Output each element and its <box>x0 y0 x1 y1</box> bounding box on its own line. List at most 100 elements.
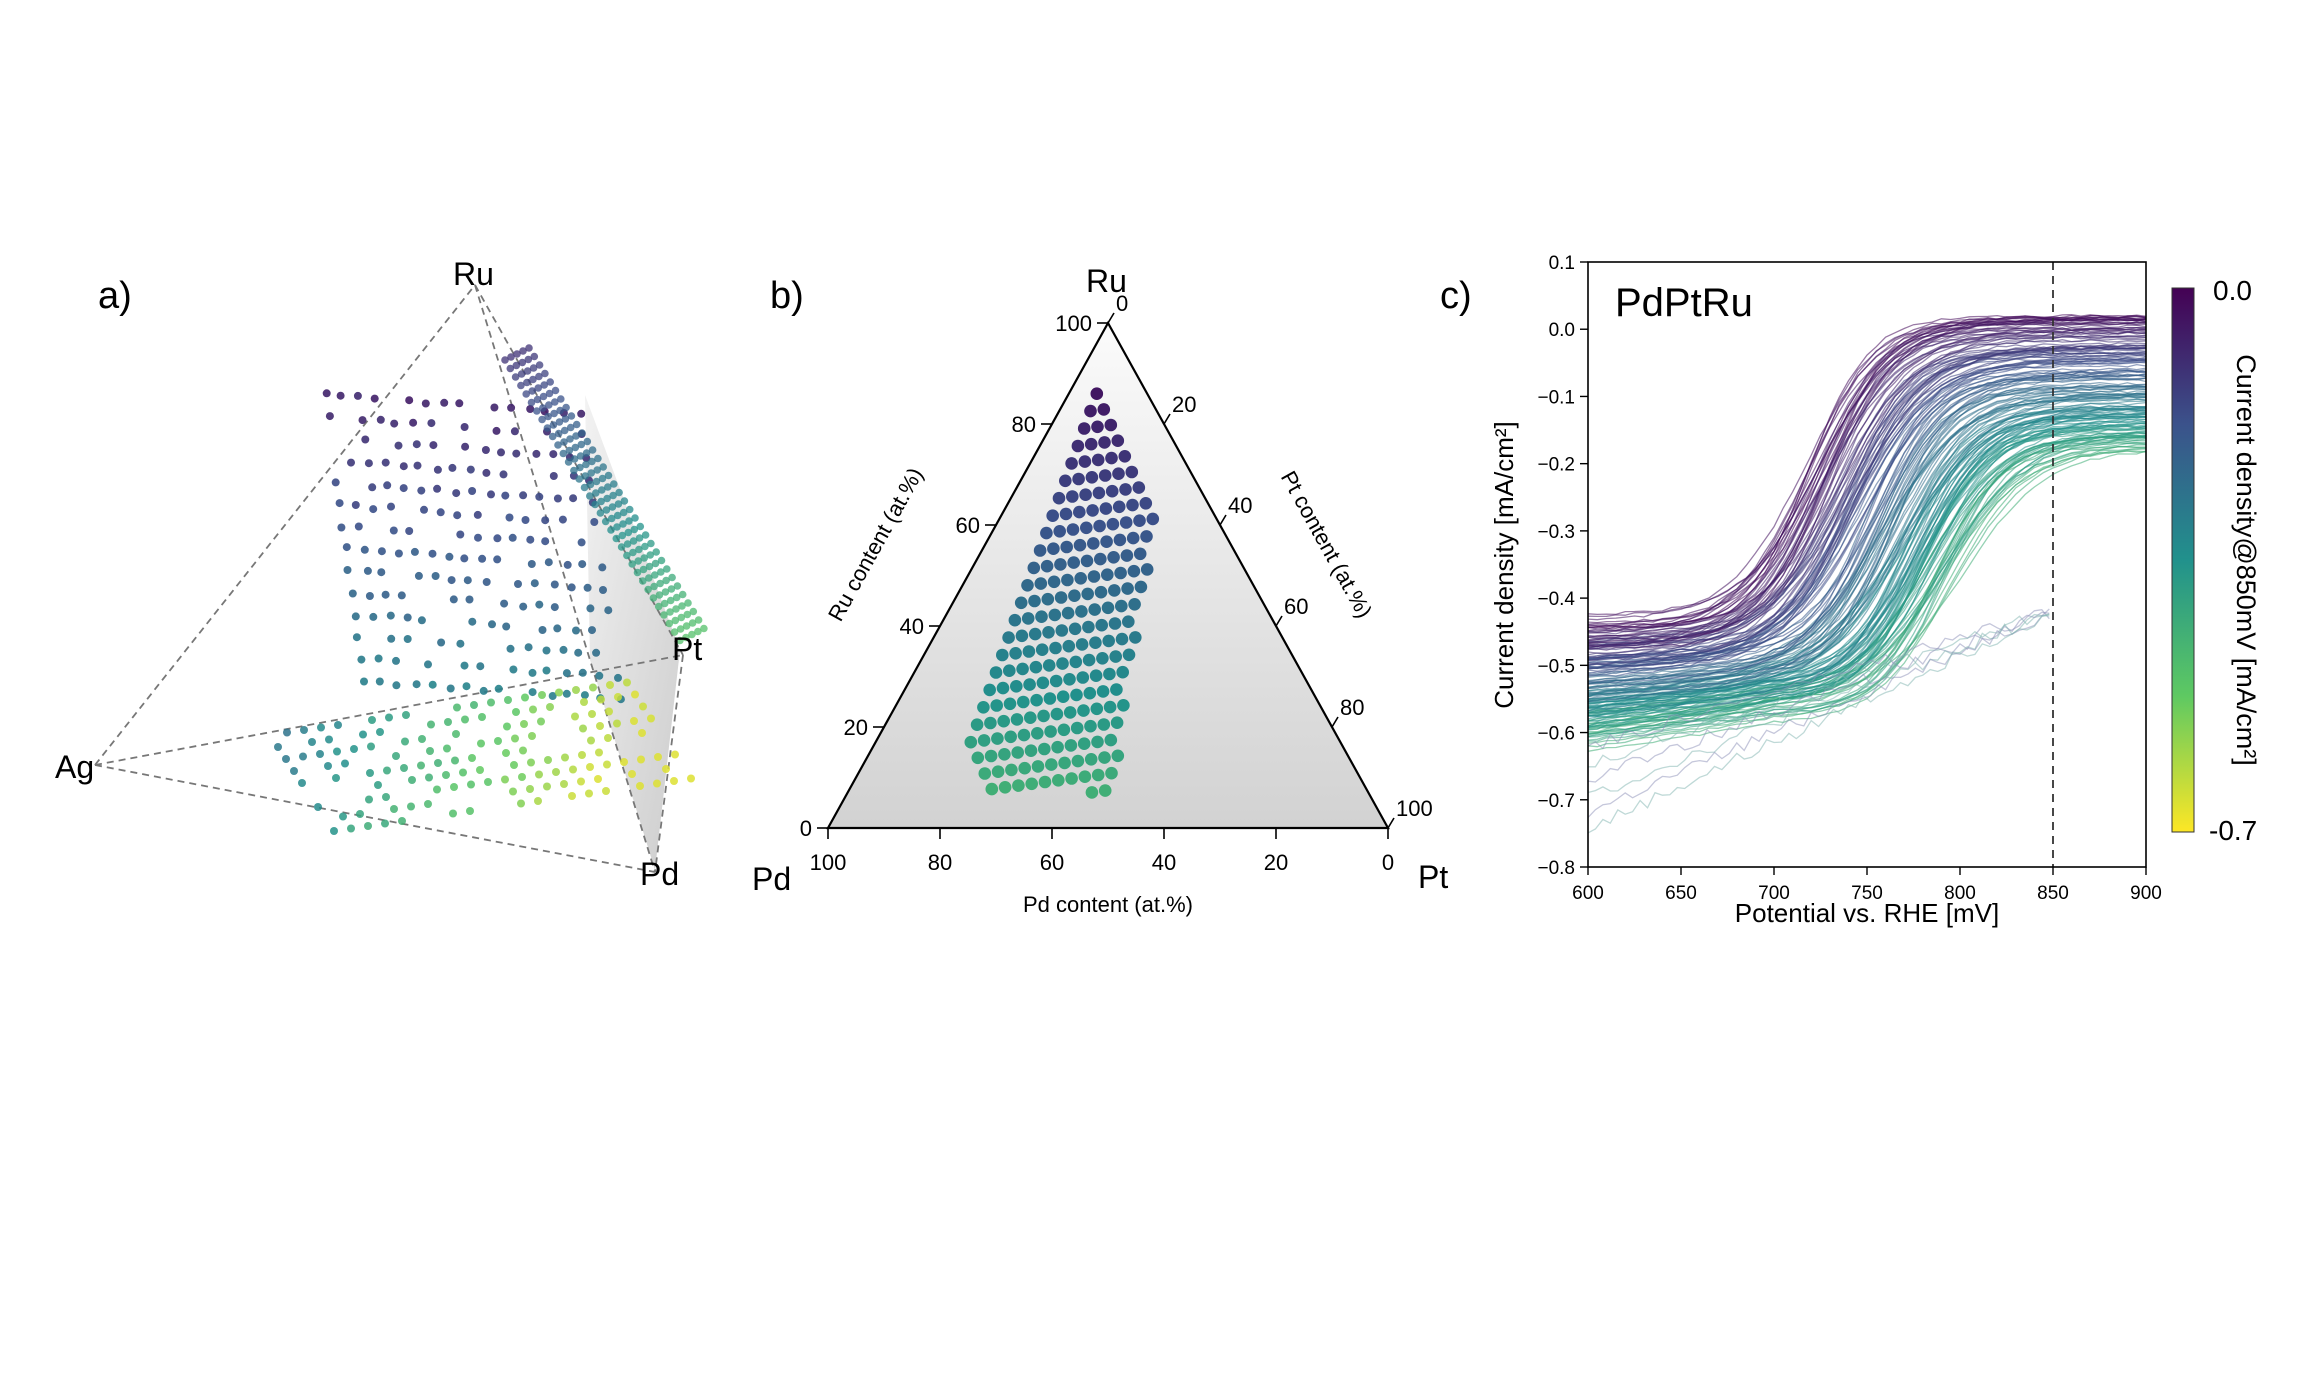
tetra-point-182 <box>300 726 308 734</box>
tetra-point-368 <box>572 420 581 429</box>
tetra-point-42 <box>433 465 442 474</box>
ternary-point-124 <box>1063 673 1076 686</box>
tetra-point-19 <box>427 419 436 428</box>
tetra-point-473 <box>684 599 692 607</box>
tetra-point-322 <box>519 347 527 355</box>
tetra-point-379 <box>564 458 573 466</box>
ternary-point-96 <box>1054 591 1068 604</box>
tick-pt-40 <box>1219 514 1227 526</box>
tetra-point-354 <box>538 415 546 424</box>
ternary-point-203 <box>978 767 992 780</box>
vertex-label-ru-a: Ru <box>453 256 494 292</box>
tetra-point-15 <box>358 416 367 425</box>
curve-156 <box>1587 351 2147 666</box>
chart-title: PdPtRu <box>1615 281 1753 325</box>
ternary-point-148 <box>1036 676 1050 690</box>
curve-155 <box>1587 395 2147 695</box>
tetra-point-140 <box>572 626 580 635</box>
tetra-point-196 <box>589 683 597 692</box>
tetra-point-72 <box>473 510 482 519</box>
ternary-point-180 <box>1024 744 1038 757</box>
tetra-point-482 <box>688 619 697 627</box>
outlier-curve-0 <box>1587 609 2050 750</box>
tetra-point-487 <box>694 627 702 636</box>
ternary-point-187 <box>1011 746 1024 759</box>
tetra-point-406 <box>603 494 611 503</box>
tetra-point-60 <box>519 491 528 500</box>
tetra-point-213 <box>614 693 622 701</box>
tetra-point-429 <box>617 543 626 551</box>
tetra-point-108 <box>431 572 440 580</box>
tetra-point-154 <box>374 654 383 663</box>
tetra-point-193 <box>538 691 546 699</box>
tick-label-pd-80: 80 <box>928 850 952 875</box>
tetra-point-457 <box>662 576 670 585</box>
tetra-point-298 <box>560 780 568 788</box>
tetra-point-38 <box>364 459 373 468</box>
tetra-point-30 <box>481 446 490 454</box>
tetra-point-314 <box>602 787 610 795</box>
tetra-point-430 <box>623 540 632 548</box>
tetra-point-137 <box>502 622 511 631</box>
ternary-point-194 <box>1005 763 1018 777</box>
ternary-point-58 <box>1129 631 1142 644</box>
y-tick-label-4: −0.3 <box>1537 522 1575 543</box>
tetra-point-141 <box>588 626 596 635</box>
tetra-point-401 <box>598 486 606 494</box>
tetra-point-249 <box>383 766 391 775</box>
ternary-point-22 <box>1105 484 1119 498</box>
tetra-point-138 <box>538 626 547 634</box>
tetra-point-43 <box>448 463 457 472</box>
tetra-point-358 <box>562 403 570 412</box>
ternary-point-139 <box>1070 721 1084 735</box>
tetra-point-9 <box>507 403 516 412</box>
y-tick-label-5: −0.4 <box>1537 589 1575 610</box>
ternary-point-118 <box>1021 579 1034 592</box>
ternary-point-162 <box>1044 725 1057 738</box>
ternary-point-69 <box>1122 648 1136 662</box>
tetra-point-369 <box>554 441 562 449</box>
tetra-point-65 <box>335 499 344 508</box>
ternary-point-190 <box>977 701 990 714</box>
ternary-point-97 <box>1061 606 1075 620</box>
tetra-point-227 <box>571 712 579 721</box>
tetra-point-115 <box>567 583 576 592</box>
tetra-point-129 <box>604 606 613 615</box>
tetra-point-102 <box>578 560 587 569</box>
ternary-point-60 <box>1059 507 1073 521</box>
tetra-point-455 <box>650 582 658 591</box>
tetra-point-254 <box>468 754 476 762</box>
tetra-point-443 <box>652 548 660 556</box>
tetra-point-479 <box>670 628 679 636</box>
tetra-point-312 <box>568 792 576 800</box>
tetra-point-69 <box>420 505 428 514</box>
tetra-point-223 <box>452 730 460 738</box>
ternary-point-18 <box>1077 422 1091 435</box>
tetra-point-389 <box>575 475 583 483</box>
tetra-point-95 <box>445 552 454 561</box>
tetra-point-8 <box>490 403 499 412</box>
tetra-point-481 <box>682 622 691 630</box>
tetra-point-297 <box>543 782 551 791</box>
ternary-point-26 <box>1133 547 1147 561</box>
ternary-point-93 <box>1033 544 1047 557</box>
tetra-point-110 <box>463 576 472 585</box>
ternary-point-126 <box>1077 704 1090 717</box>
tetra-point-235 <box>426 747 434 755</box>
tetra-point-356 <box>550 409 558 418</box>
ternary-point-134 <box>1035 643 1049 656</box>
x-tick-label-850: 850 <box>2037 883 2069 904</box>
tick-pt-100 <box>1387 817 1395 829</box>
ternary-point-1 <box>1097 403 1111 416</box>
ternary-point-104 <box>1110 716 1124 729</box>
tetra-point-340 <box>528 387 536 395</box>
ternary-point-159 <box>1023 678 1036 691</box>
ternary-point-101 <box>1089 669 1103 682</box>
ternary-point-39 <box>1072 472 1085 486</box>
ternary-point-165 <box>1065 772 1078 785</box>
tetra-point-257 <box>587 736 595 745</box>
ternary-point-166 <box>996 648 1009 662</box>
ternary-point-179 <box>1017 728 1031 742</box>
tetra-point-330 <box>517 370 526 378</box>
ternary-point-178 <box>1010 713 1024 726</box>
